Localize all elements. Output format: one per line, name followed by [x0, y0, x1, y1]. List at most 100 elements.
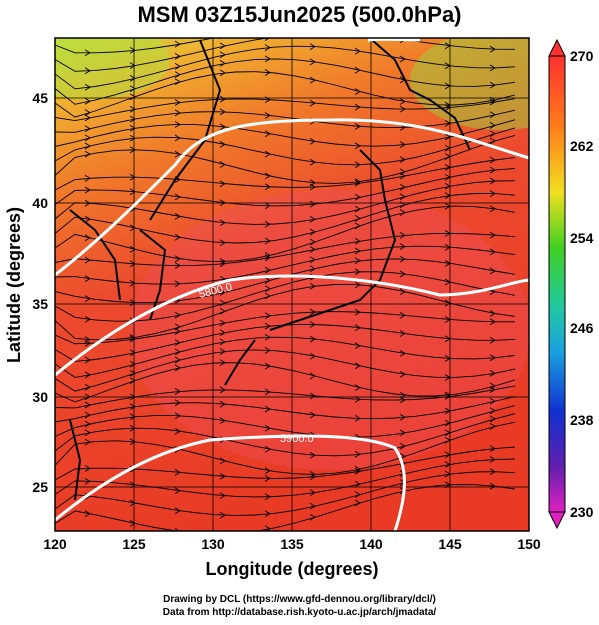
streamline-arrow — [264, 150, 271, 158]
streamline — [55, 127, 516, 166]
streamline-arrow — [309, 43, 316, 50]
streamline-arrow — [174, 262, 181, 269]
streamline-arrow — [264, 424, 271, 432]
streamline-arrow — [399, 288, 406, 296]
streamline-arrow — [264, 252, 271, 259]
streamline-arrow — [309, 411, 316, 419]
streamline-arrow — [489, 81, 496, 89]
streamline-arrow — [84, 510, 91, 518]
streamline-arrow — [219, 123, 226, 131]
streamline — [55, 98, 516, 122]
streamline-arrow — [309, 282, 316, 290]
streamline-arrow — [174, 528, 181, 531]
streamline-arrow — [129, 520, 136, 527]
streamline-arrow — [84, 67, 91, 75]
streamline-arrow — [264, 285, 271, 293]
contour-5900 — [55, 434, 406, 531]
streamline-arrow — [265, 25, 270, 31]
streamline — [55, 413, 516, 457]
streamline-arrow — [264, 510, 271, 518]
streamline-arrow — [489, 111, 496, 119]
streamline-arrow — [174, 328, 181, 335]
plot-frame — [54, 37, 530, 532]
streamline-arrow — [309, 471, 316, 478]
streamline-arrow — [354, 47, 361, 55]
streamline-arrow — [489, 98, 496, 106]
streamline-arrow — [174, 339, 181, 346]
streamline-arrow — [489, 468, 496, 476]
streamline-arrow — [219, 42, 226, 50]
credit-data: Data from http://database.rish.kyoto-u.a… — [162, 607, 437, 618]
streamline-arrow — [309, 58, 316, 66]
streamline-arrow — [84, 114, 91, 122]
streamline-arrow — [174, 399, 181, 407]
streamline-arrow — [354, 205, 361, 213]
streamline-arrow — [354, 215, 361, 222]
streamline-arrow — [354, 88, 361, 95]
streamline — [55, 421, 516, 475]
streamline-arrow — [309, 451, 316, 459]
streamline-arrow — [489, 156, 496, 164]
streamline-arrow — [489, 248, 496, 256]
streamline-arrow — [264, 237, 271, 245]
streamline-arrow — [174, 233, 181, 241]
streamline-arrow — [354, 450, 361, 458]
streamline-arrow — [174, 134, 181, 142]
streamline — [55, 38, 216, 54]
streamline-arrow — [84, 315, 91, 323]
streamline-arrow — [219, 386, 226, 394]
streamline-arrow — [489, 190, 496, 197]
streamline-arrow — [354, 161, 361, 169]
streamline-arrow — [264, 467, 271, 475]
streamline-arrow — [219, 472, 226, 480]
streamline-arrow — [264, 112, 271, 119]
streamline-arrow — [399, 232, 406, 239]
streamline-arrow — [264, 202, 271, 210]
streamline-arrow — [174, 255, 181, 263]
streamline-arrow — [354, 237, 361, 245]
ytick-label: 40 — [32, 195, 48, 211]
streamline-arrow — [489, 354, 496, 362]
streamline-arrow — [129, 173, 136, 181]
streamline-arrow — [264, 55, 271, 63]
streamline-arrow — [219, 69, 226, 77]
streamline-arrow — [489, 445, 496, 452]
streamline-arrow — [174, 356, 181, 364]
streamline-arrow — [399, 172, 406, 180]
streamline — [55, 109, 516, 133]
streamline — [55, 396, 516, 423]
contour-5800 — [55, 274, 529, 377]
streamline — [55, 405, 516, 438]
streamline-arrow — [399, 105, 406, 113]
streamline-arrow — [264, 292, 271, 300]
streamline-arrow — [310, 19, 315, 25]
streamline-arrow — [219, 417, 226, 424]
streamline-arrow — [129, 115, 136, 123]
streamline-arrow — [354, 308, 361, 316]
streamline-arrow — [174, 323, 181, 331]
streamline-arrow — [264, 183, 271, 191]
streamline-arrow — [129, 438, 136, 446]
streamline-arrow — [399, 442, 406, 450]
streamline-arrow — [355, 18, 360, 24]
streamline-arrow — [129, 260, 136, 268]
streamline-arrow — [264, 493, 271, 501]
streamline-arrow — [219, 348, 226, 355]
streamline-arrow — [399, 370, 406, 378]
xtick-label: 130 — [201, 536, 225, 552]
contour-top — [367, 38, 421, 42]
streamline-arrow — [174, 71, 181, 78]
streamline — [55, 336, 516, 378]
streamline-arrow — [219, 161, 226, 168]
streamline-arrow — [129, 424, 136, 432]
streamline-arrow — [84, 125, 91, 133]
map-title: MSM 03Z15Jun2025 (500.0hPa) — [137, 2, 462, 27]
streamline-arrow — [489, 45, 496, 53]
streamline-arrow — [489, 423, 496, 430]
streamline-arrow — [489, 456, 496, 463]
streamline-arrow — [84, 411, 91, 419]
streamline-arrow — [219, 338, 226, 346]
streamline — [55, 58, 516, 105]
streamline-arrow — [129, 245, 136, 253]
